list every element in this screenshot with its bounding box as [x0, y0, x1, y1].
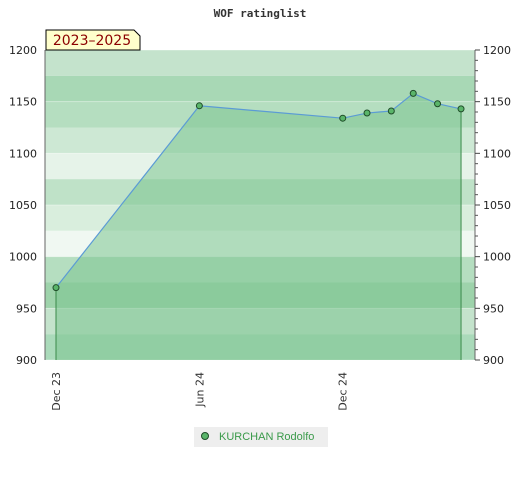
y-tick-label-right: 1050 [483, 199, 511, 212]
x-tick-label: Jun 24 [193, 372, 206, 408]
data-point [387, 107, 395, 115]
legend-label: KURCHAN Rodolfo [219, 431, 314, 443]
y-axis-left: 900 950 1000 1050 1100 1150 1200 [9, 44, 37, 367]
y-tick-label-left: 950 [16, 302, 37, 315]
data-point [409, 89, 417, 97]
y-tick-label-right: 950 [483, 302, 504, 315]
data-point [52, 284, 60, 292]
data-point [363, 109, 371, 117]
legend[interactable]: KURCHAN Rodolfo [194, 427, 328, 447]
x-axis: Dec 23 Jun 24 Dec 24 [50, 372, 350, 411]
x-tick-label: Dec 24 [337, 372, 350, 411]
series-line [55, 92, 462, 289]
period-badge-text: 2023–2025 [53, 33, 131, 49]
background-band [45, 75, 475, 102]
y-tick-label-left: 1150 [9, 96, 37, 109]
y-tick-label-right: 1000 [483, 251, 511, 264]
legend-marker-icon [201, 432, 209, 440]
y-axis-right: 900 950 1000 1050 1100 1150 1200 [475, 44, 511, 367]
y-tick-label-left: 1050 [9, 199, 37, 212]
rating-area [55, 92, 462, 361]
x-tick-label: Dec 23 [50, 372, 63, 411]
chart-title: WOF ratinglist [214, 7, 307, 20]
y-tick-label-right: 1200 [483, 44, 511, 57]
period-badge: 2023–2025 [45, 29, 141, 51]
y-tick-label-left: 1200 [9, 44, 37, 57]
background-band [45, 50, 475, 76]
data-point [434, 100, 442, 108]
data-point [339, 114, 347, 122]
data-point [195, 102, 203, 110]
y-tick-label-left: 1100 [9, 147, 37, 160]
y-tick-label-left: 900 [16, 354, 37, 367]
y-tick-label-right: 900 [483, 354, 504, 367]
y-tick-label-left: 1000 [9, 251, 37, 264]
y-tick-label-right: 1100 [483, 147, 511, 160]
data-points [52, 89, 465, 292]
data-point [457, 105, 465, 113]
y-tick-label-right: 1150 [483, 96, 511, 109]
